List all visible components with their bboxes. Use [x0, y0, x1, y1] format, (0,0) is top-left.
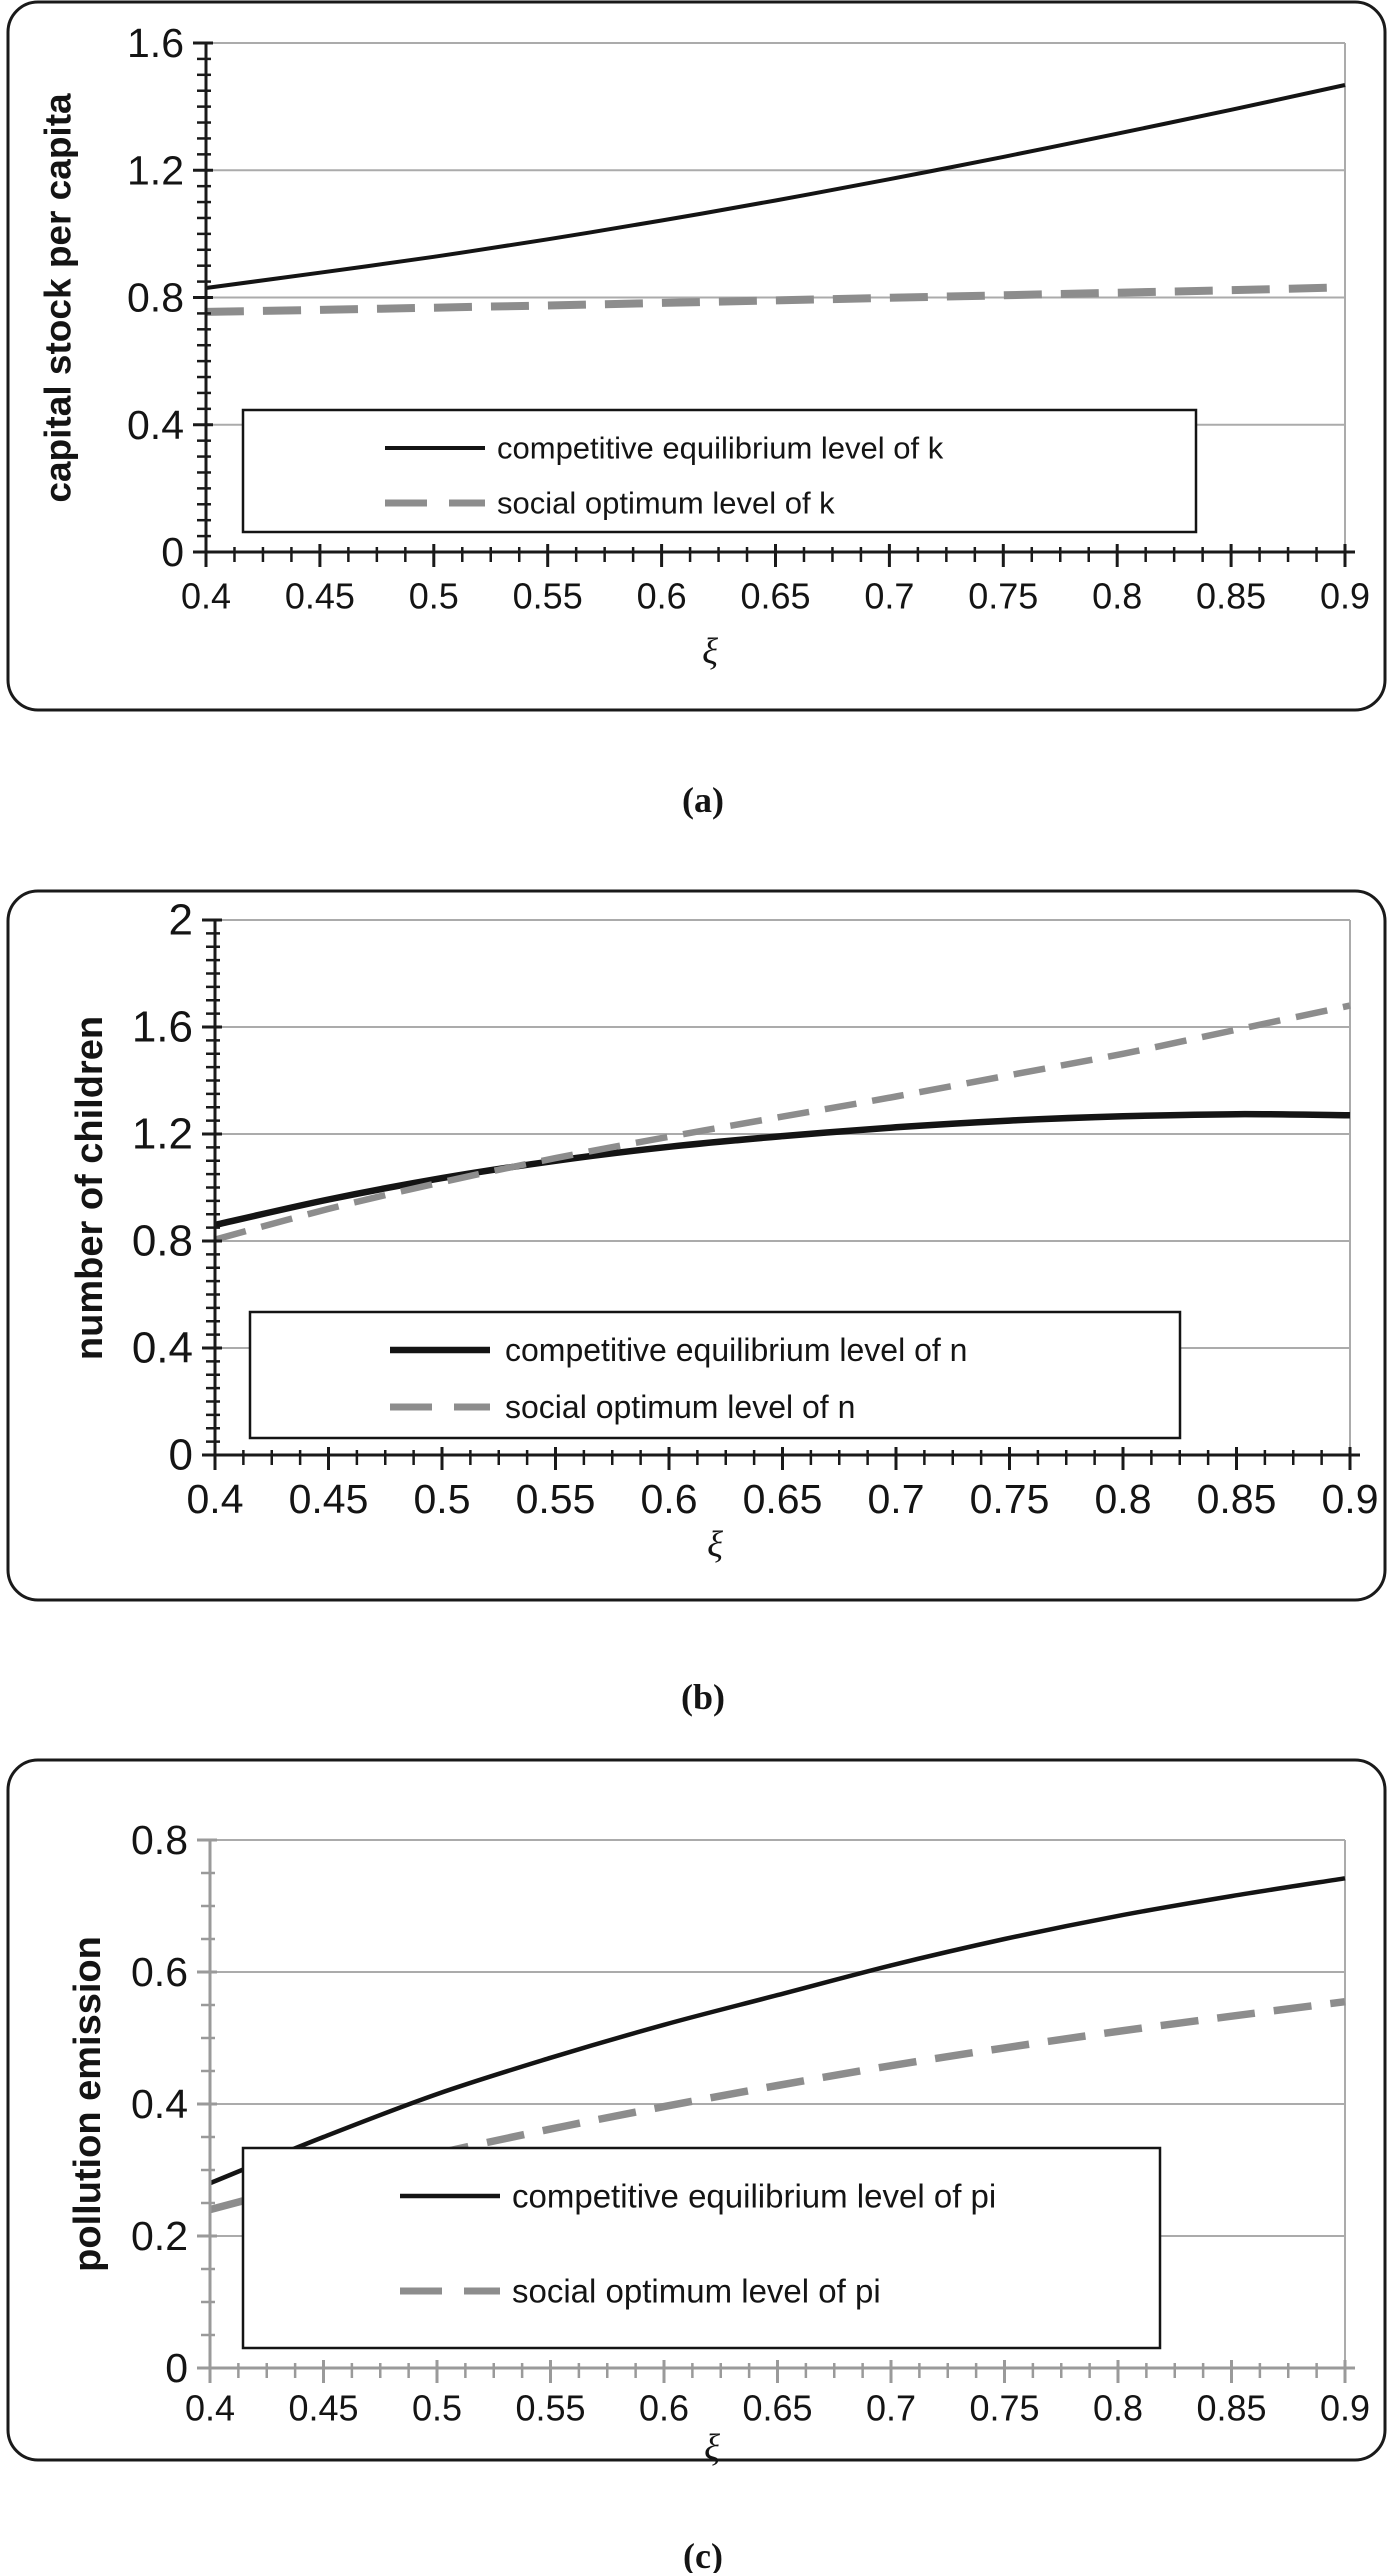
x-tick-label: 0.5 [409, 576, 459, 617]
x-tick-label: 0.75 [969, 2388, 1039, 2429]
series-line-competitive-c [209, 1876, 1346, 2186]
y-tick-label: 0.4 [127, 402, 184, 448]
x-tick-label: 0.75 [970, 1476, 1050, 1522]
legend-box-a [241, 408, 1198, 534]
x-tick-label: 0.4 [181, 576, 231, 617]
y-axis-title: number of children [69, 1016, 111, 1360]
x-tick-label: 0.9 [1320, 576, 1370, 617]
x-tick-label: 0.55 [513, 576, 583, 617]
y-tick-label: 1.2 [132, 1110, 193, 1159]
series-line-social-optimum-a [205, 283, 1346, 316]
x-tick-label: 0.8 [1093, 2388, 1143, 2429]
y-tick-label: 0.8 [132, 1217, 193, 1266]
x-tick-label: 0.4 [185, 2388, 235, 2429]
y-tick-label: 0.6 [131, 1949, 188, 1995]
y-tick-label: 1.6 [127, 20, 184, 66]
y-tick-label: 1.6 [132, 1003, 193, 1052]
x-tick-label: 0.8 [1095, 1476, 1152, 1522]
x-tick-label: 0.45 [289, 1476, 369, 1522]
y-tick-label: 0 [161, 529, 184, 575]
y-tick-label: 0.8 [127, 275, 184, 321]
x-tick-label: 0.4 [187, 1476, 244, 1522]
x-tick-label: 0.45 [288, 2388, 358, 2429]
x-tick-label: 0.9 [1320, 2388, 1370, 2429]
legend-label: competitive equilibrium level of n [505, 1332, 967, 1368]
series-line-social-optimum-b [214, 1002, 1351, 1243]
x-axis-title-xi: ξ [702, 632, 718, 673]
legend-box-c [241, 2146, 1162, 2350]
x-axis-title-xi: ξ [707, 1525, 723, 1566]
chart-panel-c [6, 1758, 1387, 2462]
subfigure-caption-b: (b) [681, 1677, 725, 1717]
x-tick-label: 0.7 [866, 2388, 916, 2429]
x-tick-label: 0.65 [742, 2388, 812, 2429]
y-tick-label: 0.8 [131, 1817, 188, 1863]
legend-label: social optimum level of k [497, 486, 835, 521]
x-tick-label: 0.5 [412, 2388, 462, 2429]
y-tick-label: 0.2 [131, 2213, 188, 2259]
x-tick-label: 0.9 [1322, 1476, 1379, 1522]
x-tick-label: 0.85 [1197, 1476, 1277, 1522]
x-tick-label: 0.65 [740, 576, 810, 617]
legend-label: competitive equilibrium level of k [497, 431, 944, 466]
y-axis-title: capital stock per capita [38, 93, 79, 503]
x-tick-label: 0.7 [864, 576, 914, 617]
y-tick-label: 2 [169, 896, 193, 945]
x-tick-label: 0.45 [285, 576, 355, 617]
legend-label: social optimum level of pi [512, 2273, 881, 2310]
x-tick-label: 0.7 [868, 1476, 925, 1522]
x-tick-label: 0.55 [516, 1476, 596, 1522]
x-tick-label: 0.6 [641, 1476, 698, 1522]
y-tick-label: 0 [169, 1431, 193, 1480]
subfigure-caption-c: (c) [683, 2536, 723, 2573]
x-tick-label: 0.6 [639, 2388, 689, 2429]
x-tick-label: 0.75 [968, 576, 1038, 617]
legend-label: social optimum level of n [505, 1389, 855, 1425]
x-tick-label: 0.85 [1196, 2388, 1266, 2429]
legend-box-b [248, 1310, 1182, 1440]
x-tick-label: 0.5 [414, 1476, 471, 1522]
y-tick-label: 0.4 [132, 1324, 193, 1373]
x-tick-label: 0.65 [743, 1476, 823, 1522]
x-tick-label: 0.55 [515, 2388, 585, 2429]
y-tick-label: 0.4 [131, 2081, 188, 2127]
y-tick-label: 1.2 [127, 147, 184, 193]
series-line-competitive-a [205, 83, 1346, 290]
subfigure-caption-a: (a) [682, 780, 724, 820]
legend-label: competitive equilibrium level of pi [512, 2178, 996, 2215]
y-axis-title: pollution emission [67, 1936, 109, 2272]
x-axis-title-xi: ξ [704, 2428, 720, 2469]
x-tick-label: 0.85 [1196, 576, 1266, 617]
series-line-competitive-b [214, 1110, 1351, 1229]
y-tick-label: 0 [165, 2345, 188, 2391]
x-tick-label: 0.8 [1092, 576, 1142, 617]
x-tick-label: 0.6 [637, 576, 687, 617]
